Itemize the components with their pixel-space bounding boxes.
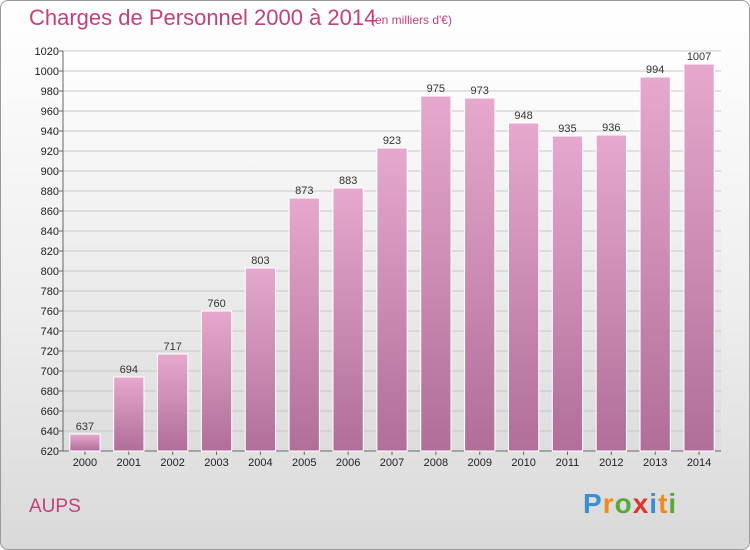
y-tick-label: 920: [41, 146, 59, 158]
bar: [200, 310, 233, 452]
bar: [551, 135, 584, 452]
x-tick-label: 2013: [643, 457, 667, 469]
x-tick-label: 2004: [248, 457, 272, 469]
x-tick-label: 2014: [687, 457, 711, 469]
y-tick-label: 740: [41, 326, 59, 338]
x-tick-label: 2000: [73, 457, 97, 469]
logo-letter: t: [658, 488, 669, 519]
y-tick-label: 680: [41, 386, 59, 398]
y-tick-label: 800: [41, 266, 59, 278]
y-tick-label: 860: [41, 206, 59, 218]
data-label: 637: [76, 421, 94, 433]
x-tick-label: 2011: [556, 457, 580, 469]
data-label: 1007: [687, 51, 711, 63]
data-label: 975: [427, 83, 445, 95]
data-label: 717: [163, 341, 181, 353]
y-tick-label: 1020: [35, 46, 59, 58]
bar: [507, 122, 540, 452]
data-label: 883: [339, 175, 357, 187]
y-tick-label: 840: [41, 226, 59, 238]
data-label: 973: [471, 85, 489, 97]
bar: [376, 147, 408, 452]
y-tick-label: 660: [41, 406, 59, 418]
x-tick-label: 2002: [160, 457, 184, 469]
x-tick-label: 2005: [292, 457, 316, 469]
x-tick-label: 2001: [117, 457, 141, 469]
data-label: 994: [646, 64, 664, 76]
y-tick-label: 760: [41, 306, 59, 318]
bar: [113, 376, 145, 452]
bar: [69, 433, 101, 452]
proxiti-logo[interactable]: Proxiti: [583, 488, 677, 520]
x-tick-label: 2006: [336, 457, 360, 469]
logo-letter: P: [583, 488, 603, 519]
data-label: 873: [295, 185, 313, 197]
x-tick-label: 2009: [467, 457, 491, 469]
y-tick-label: 640: [41, 426, 59, 438]
chart-title: Charges de Personnel 2000 à 2014: [29, 5, 377, 30]
y-tick-label: 880: [41, 186, 59, 198]
y-tick-label: 720: [41, 346, 59, 358]
y-tick-label: 940: [41, 126, 59, 138]
commune-name: AUPS: [29, 496, 81, 517]
data-label: 935: [558, 123, 576, 135]
bar: [157, 353, 189, 452]
data-label: 948: [514, 110, 532, 122]
y-tick-label: 620: [41, 446, 59, 458]
y-tick-label: 960: [41, 106, 59, 118]
y-tick-label: 900: [41, 166, 59, 178]
x-tick-label: 2003: [204, 457, 228, 469]
data-label: 803: [251, 255, 269, 267]
y-tick-label: 780: [41, 286, 59, 298]
x-tick-label: 2007: [380, 457, 404, 469]
chart-subtitle: (en milliers d'€): [371, 13, 452, 27]
x-tick-label: 2012: [599, 457, 623, 469]
bar: [683, 63, 715, 452]
bar: [288, 197, 320, 452]
bar: [639, 76, 671, 452]
data-label: 923: [383, 135, 401, 147]
y-tick-label: 820: [41, 246, 59, 258]
data-label: 760: [207, 298, 225, 310]
logo-letter: o: [614, 488, 633, 519]
logo-letter: i: [649, 488, 659, 519]
logo-letter: i: [668, 488, 678, 519]
x-tick-label: 2008: [424, 457, 448, 469]
y-tick-label: 980: [41, 86, 59, 98]
x-tick-label: 2010: [511, 457, 535, 469]
y-tick-label: 700: [41, 366, 59, 378]
bar: [464, 97, 496, 452]
logo-letter: r: [602, 488, 615, 519]
data-label: 936: [602, 122, 620, 134]
bar: [332, 187, 364, 452]
y-tick-label: 1000: [35, 66, 59, 78]
bar: [420, 95, 452, 452]
data-label: 694: [120, 364, 138, 376]
bar: [244, 267, 277, 452]
logo-letter: x: [632, 488, 650, 519]
bar: [595, 134, 627, 452]
